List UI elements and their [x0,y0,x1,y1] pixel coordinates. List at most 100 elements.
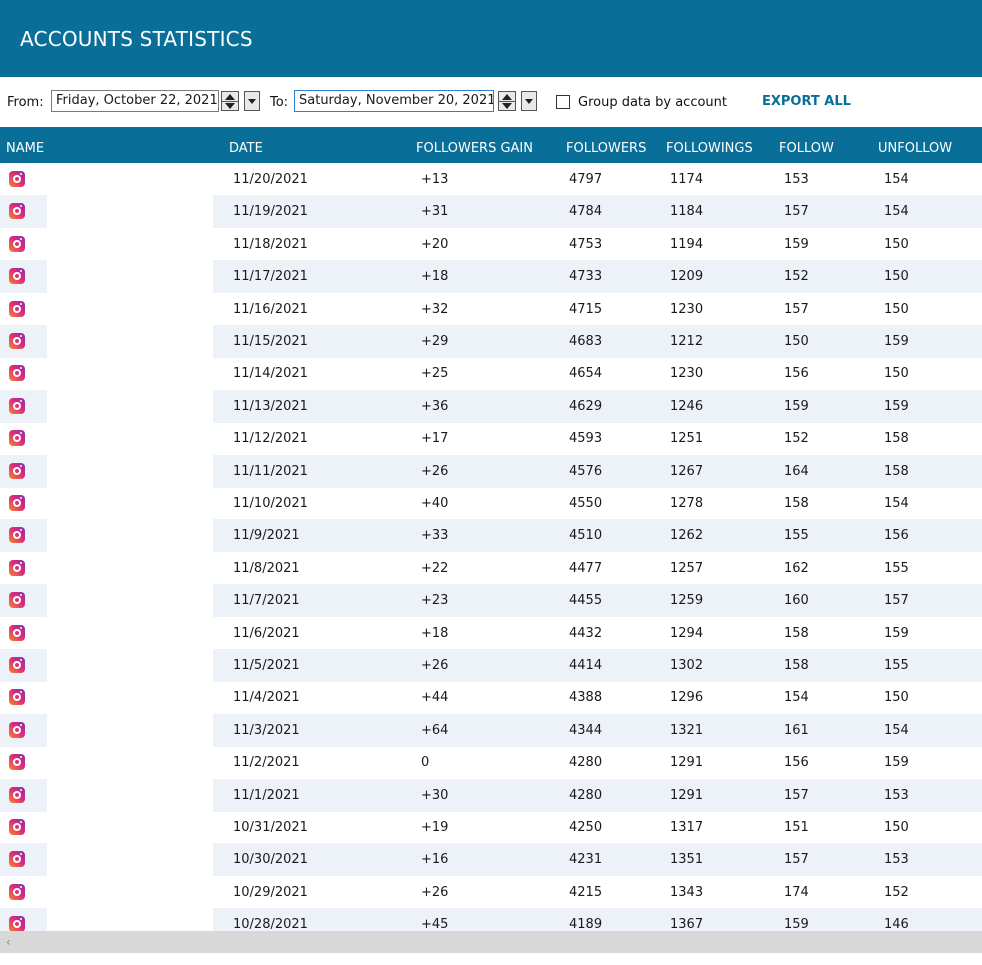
cell-unfollow: 159 [884,755,909,770]
group-by-account-checkbox[interactable] [556,95,570,109]
table-row[interactable]: 11/4/2021 +44 4388 1296 154 150 [0,681,982,714]
table-row[interactable]: 11/18/2021 +20 4753 1194 159 150 [0,228,982,261]
cell-followings: 1246 [670,399,704,414]
to-label: To: [270,95,289,110]
table-row[interactable]: 11/20/2021 +13 4797 1174 153 154 [0,163,982,196]
cell-date: 11/13/2021 [233,399,308,414]
column-header-followers-gain[interactable]: FOLLOWERS GAIN [416,141,533,156]
cell-followers: 4797 [569,172,603,187]
cell-follow: 159 [784,237,809,252]
bottom-border [0,953,982,965]
table-row[interactable]: 11/10/2021 +40 4550 1278 158 154 [0,487,982,520]
cell-follow: 159 [784,917,809,931]
cell-followers: 4477 [569,561,603,576]
cell-followers: 4715 [569,302,603,317]
cell-followings: 1174 [670,172,704,187]
column-header-unfollow[interactable]: UNFOLLOW [878,141,953,156]
column-header-followers[interactable]: FOLLOWERS [566,141,647,156]
to-date-field[interactable]: Saturday, November 20, 2021 [294,90,494,112]
cell-follow: 152 [784,269,809,284]
cell-followers: 4510 [569,528,603,543]
table-row[interactable]: 11/2/2021 0 4280 1291 156 159 [0,746,982,779]
cell-unfollow: 146 [884,917,909,931]
cell-unfollow: 153 [884,852,909,867]
cell-followers-gain: +19 [421,820,449,835]
cell-unfollow: 150 [884,690,909,705]
cell-followings: 1184 [670,204,704,219]
table-row[interactable]: 11/12/2021 +17 4593 1251 152 158 [0,422,982,455]
instagram-icon [9,560,25,576]
cell-followers-gain: +18 [421,269,449,284]
cell-followings: 1351 [670,852,704,867]
cell-followers-gain: +33 [421,528,449,543]
table-row[interactable]: 11/6/2021 +18 4432 1294 158 159 [0,617,982,650]
scroll-left-icon[interactable]: ‹ [6,935,11,949]
spinner-up-icon[interactable] [502,94,512,100]
cell-date: 10/29/2021 [233,885,308,900]
cell-followers: 4231 [569,852,603,867]
column-header-name[interactable]: NAME [6,141,45,156]
cell-followers-gain: +22 [421,561,449,576]
from-date-spinner[interactable] [221,91,239,111]
instagram-icon [9,689,25,705]
cell-unfollow: 153 [884,788,909,803]
table-row[interactable]: 11/16/2021 +32 4715 1230 157 150 [0,293,982,326]
instagram-icon [9,625,25,641]
export-all-button[interactable]: EXPORT ALL [762,94,851,109]
column-header-date[interactable]: DATE [229,141,263,156]
cell-followings: 1230 [670,366,704,381]
cell-followers-gain: +64 [421,723,449,738]
cell-followers-gain: +26 [421,464,449,479]
instagram-icon [9,236,25,252]
instagram-icon [9,916,25,931]
cell-date: 11/9/2021 [233,528,300,543]
cell-followers: 4414 [569,658,603,673]
cell-followings: 1343 [670,885,704,900]
group-by-account-label[interactable]: Group data by account [578,95,727,110]
cell-unfollow: 155 [884,561,909,576]
to-date-dropdown-button[interactable] [521,91,537,111]
cell-unfollow: 159 [884,626,909,641]
from-date-field[interactable]: Friday, October 22, 2021 [51,90,219,112]
table-row[interactable]: 10/31/2021 +19 4250 1317 151 150 [0,811,982,844]
cell-follow: 164 [784,464,809,479]
instagram-icon [9,463,25,479]
horizontal-scrollbar[interactable]: ‹ [0,931,982,953]
instagram-icon [9,268,25,284]
cell-followers-gain: +45 [421,917,449,931]
table-row[interactable]: 11/8/2021 +22 4477 1257 162 155 [0,552,982,585]
instagram-icon [9,657,25,673]
cell-followers: 4344 [569,723,603,738]
cell-followers-gain: +26 [421,885,449,900]
cell-followers-gain: +36 [421,399,449,414]
cell-unfollow: 159 [884,334,909,349]
column-header-follow[interactable]: FOLLOW [779,141,834,156]
table-row[interactable]: 10/29/2021 +26 4215 1343 174 152 [0,876,982,909]
instagram-icon [9,203,25,219]
cell-followers-gain: +31 [421,204,449,219]
table-row[interactable]: 10/28/2021 +45 4189 1367 159 146 [0,908,982,931]
cell-unfollow: 154 [884,172,909,187]
to-date-spinner[interactable] [498,91,516,111]
instagram-icon [9,754,25,770]
cell-followers-gain: +32 [421,302,449,317]
column-header-followings[interactable]: FOLLOWINGS [666,141,753,156]
cell-date: 11/16/2021 [233,302,308,317]
spinner-down-icon[interactable] [225,103,235,109]
from-date-dropdown-button[interactable] [244,91,260,111]
cell-follow: 157 [784,788,809,803]
cell-followings: 1259 [670,593,704,608]
cell-followers-gain: +25 [421,366,449,381]
cell-followings: 1317 [670,820,704,835]
cell-date: 10/31/2021 [233,820,308,835]
cell-followers: 4654 [569,366,603,381]
cell-date: 10/30/2021 [233,852,308,867]
cell-followers: 4280 [569,755,603,770]
table-row[interactable]: 11/14/2021 +25 4654 1230 156 150 [0,357,982,390]
cell-date: 11/12/2021 [233,431,308,446]
cell-followings: 1251 [670,431,704,446]
cell-date: 11/1/2021 [233,788,300,803]
spinner-up-icon[interactable] [225,94,235,100]
spinner-down-icon[interactable] [502,103,512,109]
cell-follow: 158 [784,658,809,673]
